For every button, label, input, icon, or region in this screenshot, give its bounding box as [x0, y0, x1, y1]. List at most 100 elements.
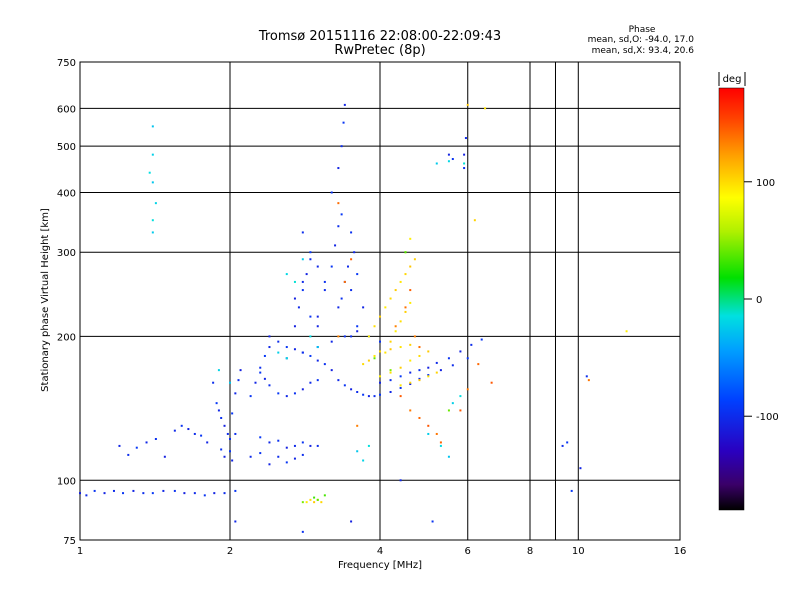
data-point — [587, 379, 590, 382]
data-point — [293, 457, 296, 460]
data-point — [367, 359, 370, 362]
data-point — [285, 273, 288, 276]
data-point — [268, 346, 271, 349]
data-point — [337, 335, 340, 338]
data-point — [477, 363, 480, 366]
data-point — [379, 315, 381, 318]
data-point — [409, 359, 412, 362]
data-point — [268, 463, 271, 466]
data-point — [473, 219, 476, 222]
data-point — [259, 452, 262, 455]
data-point — [379, 340, 381, 343]
phase-stat-o: mean, sd,O: -94.0, 17.0 — [588, 35, 695, 45]
data-point — [459, 409, 462, 412]
data-point — [362, 306, 365, 309]
data-point — [356, 424, 359, 427]
data-point — [301, 289, 304, 292]
data-point — [301, 453, 304, 456]
data-point — [342, 121, 345, 124]
data-point — [466, 388, 469, 391]
data-point — [394, 330, 397, 333]
data-point — [223, 455, 226, 458]
data-point — [277, 340, 280, 343]
data-point — [356, 330, 359, 333]
data-point — [579, 467, 582, 470]
x-axis-label: Frequency [MHz] — [338, 560, 422, 571]
data-point — [343, 335, 346, 338]
data-point — [340, 297, 343, 300]
colorbar-tick-label: 100 — [756, 178, 775, 189]
data-point — [163, 455, 166, 458]
data-point — [435, 361, 438, 364]
data-point — [309, 354, 312, 357]
data-point — [350, 231, 353, 234]
data-point — [323, 494, 326, 497]
data-point — [93, 489, 96, 492]
data-point — [447, 455, 450, 458]
data-point — [356, 273, 359, 276]
data-point — [330, 191, 333, 194]
data-point — [285, 395, 288, 398]
data-point — [409, 289, 412, 292]
data-point — [399, 479, 402, 482]
data-point — [418, 354, 421, 357]
data-point — [277, 351, 280, 354]
data-point — [309, 258, 312, 261]
data-point — [379, 393, 381, 396]
data-point — [466, 103, 469, 106]
data-point — [112, 489, 115, 492]
data-point — [226, 432, 229, 435]
colorbar-tick-label: -100 — [756, 412, 779, 423]
data-point — [409, 371, 412, 374]
data-point — [323, 289, 326, 292]
data-point — [309, 444, 312, 447]
y-axis-label: Stationary phase Virtual Height [km] — [40, 208, 51, 392]
data-point — [337, 202, 340, 205]
data-point — [427, 424, 430, 427]
data-point — [229, 381, 231, 384]
data-point — [212, 381, 215, 384]
data-point — [399, 395, 402, 398]
data-point — [200, 434, 203, 437]
data-point — [350, 335, 353, 338]
data-point — [367, 444, 370, 447]
data-point — [309, 381, 312, 384]
data-point — [323, 280, 326, 283]
data-point — [285, 357, 288, 360]
data-point — [162, 489, 165, 492]
data-point — [151, 492, 154, 495]
data-point — [435, 371, 438, 374]
data-point — [439, 369, 442, 372]
chart-subtitle: RwPretec (8p) — [334, 43, 425, 58]
data-point — [362, 393, 365, 396]
data-point — [309, 498, 312, 501]
data-point — [389, 348, 392, 351]
data-point — [413, 335, 416, 338]
data-point — [346, 265, 349, 268]
data-point — [399, 384, 402, 387]
data-point — [470, 343, 473, 346]
data-point — [206, 441, 209, 444]
data-point — [285, 346, 288, 349]
data-point — [229, 437, 231, 440]
data-point — [293, 392, 296, 395]
x-axis-ticks: 1 2 4 6 8 10 16 — [77, 546, 687, 557]
data-point — [570, 489, 573, 492]
data-point — [301, 258, 304, 261]
data-point — [215, 402, 218, 405]
data-point — [293, 297, 296, 300]
data-point — [220, 416, 223, 419]
data-point — [193, 432, 196, 435]
data-point — [268, 441, 271, 444]
y-tick-label: 750 — [57, 58, 76, 69]
data-point — [154, 202, 157, 205]
data-point — [435, 162, 438, 165]
data-point — [490, 381, 493, 384]
y-tick-label: 400 — [57, 188, 76, 199]
data-point — [340, 145, 343, 148]
data-point — [384, 351, 387, 354]
data-point — [268, 384, 271, 387]
data-point — [625, 330, 628, 333]
data-point — [293, 280, 296, 283]
data-point — [103, 492, 106, 495]
